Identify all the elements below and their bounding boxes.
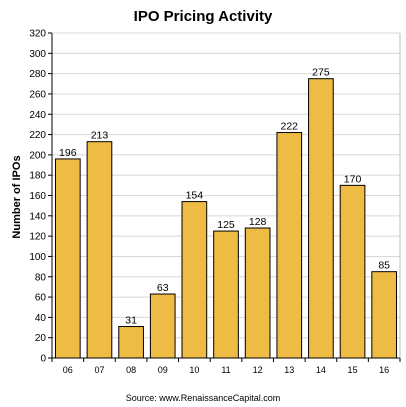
y-tick-label: 20 <box>35 333 47 344</box>
data-label: 128 <box>249 216 267 228</box>
x-tick-label: 11 <box>221 365 230 375</box>
data-label: 85 <box>378 260 390 272</box>
data-label: 170 <box>344 173 362 185</box>
y-tick-label: 220 <box>29 130 46 141</box>
x-tick-label: 06 <box>63 365 73 375</box>
y-tick-label: 140 <box>29 211 46 222</box>
bar <box>118 326 144 359</box>
y-tick-label: 160 <box>29 191 46 202</box>
y-tick-label: 100 <box>29 252 46 263</box>
x-tick-label: 07 <box>94 365 104 375</box>
y-tick-label: 280 <box>29 69 46 80</box>
bar <box>371 271 398 359</box>
bar <box>181 201 208 359</box>
x-tick-label: 15 <box>348 365 358 375</box>
data-label: 196 <box>59 147 77 159</box>
data-label: 63 <box>157 282 169 294</box>
x-tick-label: 12 <box>253 365 263 375</box>
x-tick-label: 14 <box>316 365 326 375</box>
bar <box>339 184 366 359</box>
data-label: 275 <box>312 67 330 79</box>
bar <box>86 141 113 359</box>
bar <box>308 78 334 359</box>
data-label: 31 <box>125 315 137 327</box>
y-tick-label: 300 <box>29 49 46 60</box>
y-tick-label: 180 <box>29 171 46 182</box>
bar <box>54 158 81 359</box>
data-label: 154 <box>186 190 204 202</box>
x-tick-label: 10 <box>189 365 199 375</box>
y-tick-label: 40 <box>35 313 47 324</box>
x-tick-label: 08 <box>126 365 136 375</box>
y-tick-label: 200 <box>29 150 46 161</box>
chart-title: IPO Pricing Activity <box>133 8 273 25</box>
bar <box>213 230 239 359</box>
data-label: 222 <box>281 121 299 133</box>
y-tick-label: 260 <box>29 89 46 100</box>
source-note: Source: www.RenaissanceCapital.com <box>125 393 281 403</box>
x-tick-label: 13 <box>284 365 294 375</box>
x-tick-label: 09 <box>158 365 168 375</box>
y-tick-label: 120 <box>29 232 46 243</box>
y-tick-label: 0 <box>40 354 46 365</box>
data-label: 125 <box>217 219 235 231</box>
bar <box>149 293 176 359</box>
y-tick-label: 60 <box>35 293 47 304</box>
data-label: 213 <box>91 130 109 142</box>
y-tick-label: 80 <box>35 272 47 283</box>
bar <box>276 132 303 359</box>
bar <box>244 227 271 359</box>
y-tick-label: 240 <box>29 110 46 121</box>
x-tick-label: 16 <box>379 365 389 375</box>
y-tick-label: 320 <box>29 29 46 40</box>
